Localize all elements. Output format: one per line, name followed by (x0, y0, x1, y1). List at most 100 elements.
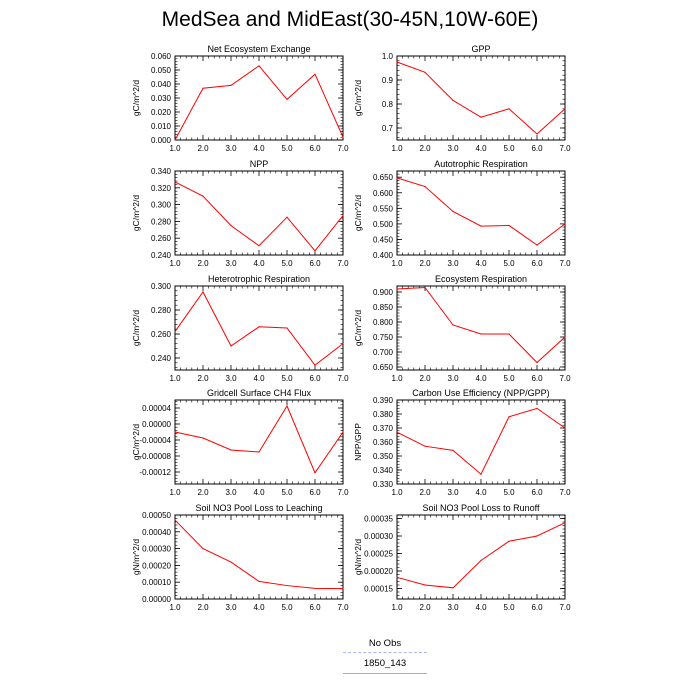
panel-2-ytick-label-1: 0.7 (382, 124, 394, 133)
panel-6-point-4 (480, 333, 482, 335)
panel-4-point-2 (424, 185, 426, 188)
panel-8-series-line (396, 407, 566, 475)
panel-6-xtick-label-7: 7.0 (559, 374, 571, 383)
panel-4-series-line (396, 177, 566, 246)
panel-5-ytick-label-3: 0.280 (151, 306, 172, 315)
panel-2-xtick-label-2: 2.0 (419, 144, 431, 153)
panel-5-xtick-label-7: 7.0 (337, 374, 349, 383)
panel-8-point-3 (452, 449, 454, 451)
panel-4-ytick-label-2: 0.450 (373, 235, 394, 244)
panel-4-point-3 (452, 210, 454, 213)
panel-6-point-7 (564, 336, 566, 338)
panel-7-point-3 (230, 449, 232, 451)
legend-line-no-obs (343, 652, 427, 653)
panel-1-ytick-label-3: 0.020 (151, 108, 172, 117)
panel-5-frame (174, 285, 344, 371)
panel-1-ytick-label-7: 0.060 (151, 52, 172, 61)
panel-4-point-7 (564, 223, 566, 225)
panel-3-xtick-label-2: 2.0 (197, 259, 209, 268)
panel-7-title: Gridcell Surface CH4 Flux (207, 388, 312, 398)
panel-8-ytick-label-7: 0.390 (373, 396, 394, 405)
panel-7-ytick-label-4: 0.00000 (142, 420, 171, 429)
panel-5-xtick-label-4: 4.0 (253, 374, 265, 383)
panel-1-point-2 (202, 87, 204, 89)
panel-6-point-6 (536, 361, 538, 364)
panel-5-point-2 (202, 291, 204, 293)
panel-4-ytick-label-5: 0.600 (373, 189, 394, 198)
panel-9-xtick-label-6: 6.0 (309, 603, 321, 612)
panel-10-ylabel: gN/m^2/d (353, 539, 363, 575)
panel-1-point-1 (174, 139, 176, 141)
panel-10-point-4 (480, 559, 482, 562)
panel-7-ylabel: gC/m^2/d (131, 424, 141, 460)
panel-10-point-2 (424, 584, 426, 586)
panel-7-point-2 (202, 437, 204, 439)
panel-4-xtick-label-3: 3.0 (447, 259, 459, 268)
panel-10-ytick-label-4: 0.00030 (364, 532, 393, 541)
panel-1-xtick-label-4: 4.0 (253, 144, 265, 153)
panel-9-point-4 (258, 580, 260, 582)
panel-10-point-5 (508, 540, 510, 542)
panel-8-xtick-label-6: 6.0 (531, 488, 543, 497)
panel-6-ytick-label-6: 0.900 (373, 288, 394, 297)
panel-1-point-6 (314, 73, 316, 75)
panel-8-xtick-label-5: 5.0 (503, 488, 515, 497)
panel-2-point-4 (480, 116, 482, 118)
panel-3-title: NPP (250, 159, 269, 169)
panel-6-series-line (396, 286, 566, 364)
panel-10-frame (396, 514, 566, 600)
panel-4-point-5 (508, 224, 510, 227)
panel-5-series-line (174, 291, 344, 366)
panel-10-point-3 (452, 587, 454, 589)
panel-7-point-6 (314, 472, 316, 474)
panel-4-xtick-label-1: 1.0 (391, 259, 403, 268)
panel-1-xtick-label-1: 1.0 (169, 144, 181, 153)
panel-3-ytick-label-6: 0.340 (151, 167, 172, 176)
panel-2-series-line (396, 61, 566, 135)
panel-8-ytick-label-6: 0.380 (373, 410, 394, 419)
panel-9-ytick-label-3: 0.00020 (142, 561, 171, 570)
panel-9-xtick-label-1: 1.0 (169, 603, 181, 612)
panel-10-xtick-label-2: 2.0 (419, 603, 431, 612)
panel-9-series-line (174, 519, 344, 590)
panel-4-xtick-label-2: 2.0 (419, 259, 431, 268)
panel-4-title: Autotrophic Respiration (434, 159, 528, 169)
panel-8-ytick-label-4: 0.360 (373, 438, 394, 447)
panel-5-point-1 (174, 331, 176, 333)
panel-9-title: Soil NO3 Pool Loss to Leaching (195, 503, 322, 513)
panel-5-ylabel: gC/m^2/d (131, 310, 141, 346)
panel-9-ytick-label-5: 0.00040 (142, 528, 171, 537)
panel-3-frame (174, 170, 344, 256)
panel-1-title: Net Ecosystem Exchange (207, 44, 310, 54)
panel-3-point-4 (258, 245, 260, 247)
panel-9-ylabel: gN/m^2/d (131, 539, 141, 575)
panel-9-point-5 (286, 584, 288, 587)
panel-8-point-2 (424, 445, 426, 447)
panel-4-xtick-label-4: 4.0 (475, 259, 487, 268)
panel-5-ytick-label-2: 0.260 (151, 330, 172, 339)
panel-1-ylabel: gC/m^2/d (131, 80, 141, 116)
panel-7-point-4 (258, 451, 260, 453)
panel-1-frame (174, 55, 344, 141)
panel-8-ylabel: NPP/GPP (353, 423, 363, 461)
panel-6-ylabel: gC/m^2/d (353, 310, 363, 346)
panel-1-ytick-label-4: 0.030 (151, 94, 172, 103)
panel-3-ytick-label-3: 0.280 (151, 217, 172, 226)
panel-9-ytick-label-1: 0.00000 (142, 595, 171, 604)
panel-9-frame (174, 514, 344, 600)
panel-5-xtick-label-6: 6.0 (309, 374, 321, 383)
panel-8-point-6 (536, 407, 538, 409)
panel-7-xtick-label-6: 6.0 (309, 488, 321, 497)
panel-5-xtick-label-5: 5.0 (281, 374, 293, 383)
panel-5-xtick-label-2: 2.0 (197, 374, 209, 383)
panel-3-xtick-label-5: 5.0 (281, 259, 293, 268)
panel-10-title: Soil NO3 Pool Loss to Runoff (423, 503, 540, 513)
panel-2-ytick-label-2: 0.8 (382, 100, 394, 109)
panel-8-xtick-label-3: 3.0 (447, 488, 459, 497)
panel-6-ytick-label-5: 0.850 (373, 303, 394, 312)
panel-1-point-5 (286, 98, 288, 100)
panel-3-xtick-label-1: 1.0 (169, 259, 181, 268)
page-title: MedSea and MidEast(30-45N,10W-60E) (161, 8, 539, 31)
panel-7-xtick-label-5: 5.0 (281, 488, 293, 497)
